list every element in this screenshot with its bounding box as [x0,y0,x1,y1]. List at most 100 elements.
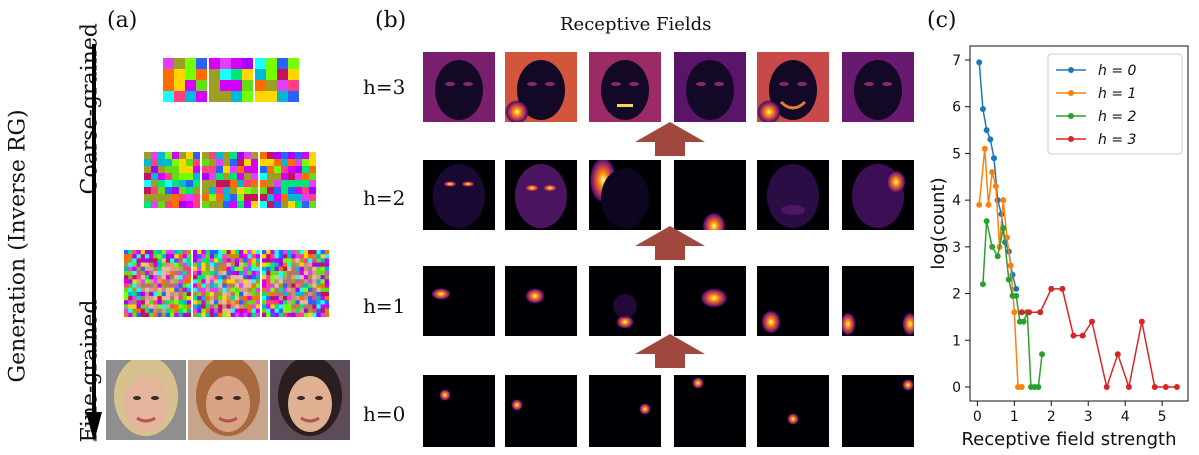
data-point [1039,351,1046,358]
x-tick-label: 2 [1047,409,1056,425]
x-tick-label: 1 [1010,409,1019,425]
data-point [1088,318,1095,325]
data-point [1000,225,1007,232]
data-point [1103,383,1110,390]
coarse-sample-2-3 [260,152,316,208]
y-tick-label: 7 [952,53,961,69]
receptive-field-h2-4 [674,160,746,230]
receptive-field-h1-6 [842,266,914,336]
data-point [1009,271,1016,278]
data-point [983,127,990,134]
data-point [994,197,1001,204]
legend-label: h = 0 [1098,63,1137,79]
receptive-field-h0-1 [423,375,495,447]
data-point [976,59,983,66]
generation-axis-label: Generation (Inverse RG) [5,109,31,383]
panel-label-c: (c) [927,8,957,33]
data-point [1125,383,1132,390]
coarse-sample-3-1 [124,250,191,317]
receptive-field-h0-6 [842,375,914,447]
data-point [976,201,983,208]
receptive-field-h3-4 [674,52,746,122]
series-line [978,148,1022,388]
receptive-field-h1-4 [674,266,746,336]
receptive-field-h1-5 [757,266,829,336]
data-point [1114,351,1121,358]
fine-sample-3 [270,360,350,440]
data-point [1013,292,1020,299]
data-point [1018,309,1025,316]
data-point [1026,309,1033,316]
series-2 [979,218,1046,390]
coarse-sample-1-3 [255,58,299,102]
coarse-sample-2-1 [144,152,200,208]
panel-label-b: (b) [375,8,407,33]
legend-marker [1068,90,1074,96]
chart-svg: 0 1 2 3 4 5 0 1 2 3 4 5 6 7 Receptive field strength lo… [928,45,1189,450]
row-label-h3: h=3 [363,75,406,99]
row-label-h0: h=0 [363,402,406,426]
upward-arrow-3 [635,334,705,368]
data-point [1020,318,1027,325]
data-point [985,201,992,208]
receptive-field-h3-6 [842,52,914,122]
data-point [1005,276,1012,283]
coarse-sample-2-2 [202,152,258,208]
receptive-fields-title: Receptive Fields [560,14,712,35]
x-tick-label: 3 [1084,409,1093,425]
receptive-field-h1-3 [589,266,661,336]
data-point [1138,318,1145,325]
data-point [1007,262,1014,269]
legend-label: h = 3 [1098,132,1136,148]
upward-arrow-1 [635,122,705,156]
data-point [979,106,986,113]
receptive-field-h3-5 [757,52,829,122]
data-point [1011,309,1018,316]
data-point [1048,285,1055,292]
data-point [1070,332,1077,339]
legend-marker [1068,67,1074,73]
generation-arrow [86,44,102,442]
data-point [1173,383,1180,390]
data-point [1151,383,1158,390]
coarse-sample-3-3 [262,250,329,317]
y-axis-label: log(count) [930,177,949,269]
series-3 [1018,285,1180,390]
x-tick-label: 0 [973,409,982,425]
receptive-field-h0-3 [589,375,661,447]
legend-label: h = 1 [1098,86,1136,102]
data-point [1000,197,1007,204]
data-point [1003,234,1010,241]
plot-frame [969,45,1189,402]
data-point [987,136,994,143]
receptive-field-h0-2 [505,375,577,447]
receptive-field-h2-5 [757,160,829,230]
receptive-field-h3-1 [423,52,495,122]
receptive-field-h0-4 [674,375,746,447]
panel-label-a: (a) [107,8,138,33]
y-tick-label: 5 [952,146,961,162]
y-tick-label: 3 [952,240,961,256]
receptive-field-h1-1 [423,266,495,336]
receptive-field-h3-2 [505,52,577,122]
receptive-field-h2-2 [505,160,577,230]
coarse-sample-1-1 [163,58,207,102]
data-point [981,145,988,152]
y-tick-label: 4 [952,193,961,209]
data-point [994,253,1001,260]
log-count-chart: 0 1 2 3 4 5 0 1 2 3 4 5 6 7 Receptive field strength lo… [928,40,1198,451]
x-axis-label: Receptive field strength [961,429,1176,450]
data-point [1013,285,1020,292]
y-tick-label: 2 [952,287,961,303]
data-point [1037,309,1044,316]
data-point [1059,285,1066,292]
data-point [992,183,999,190]
coarse-sample-1-2 [209,58,253,102]
data-point [991,155,998,162]
data-point [979,281,986,288]
data-point [1035,383,1042,390]
y-tick-label: 0 [952,380,961,396]
upward-arrow-2 [635,226,705,260]
row-label-h2: h=2 [363,186,406,210]
data-point [989,169,996,176]
